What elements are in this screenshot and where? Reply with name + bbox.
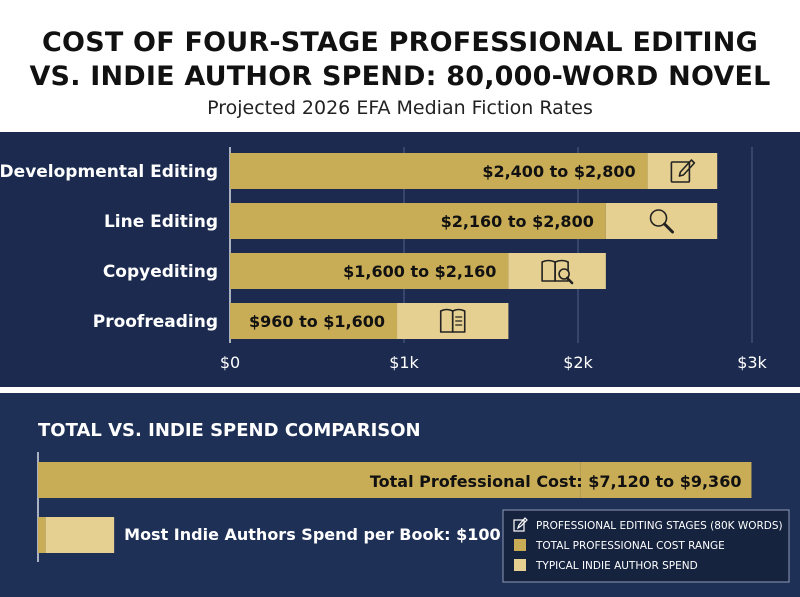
magnifier-icon bbox=[649, 209, 675, 234]
total-data-label: Total Professional Cost: $7,120 to $9,36… bbox=[370, 472, 742, 491]
title-line-2: VS. INDIE AUTHOR SPEND: 80,000-WORD NOVE… bbox=[29, 61, 771, 92]
chart-subtitle: Projected 2026 EFA Median Fiction Rates bbox=[207, 97, 593, 119]
book-search-icon bbox=[541, 259, 574, 285]
legend-box bbox=[502, 509, 790, 583]
book-search-icon-lens bbox=[558, 268, 570, 280]
x-tick-label: $0 bbox=[220, 353, 240, 372]
book-search-icon-handle bbox=[565, 276, 574, 285]
legend-label: TYPICAL INDIE AUTHOR SPEND bbox=[535, 560, 698, 572]
data-label: $2,160 to $2,800 bbox=[441, 212, 594, 231]
bar-professional bbox=[230, 203, 606, 239]
header: COST OF FOUR-STAGE PROFESSIONAL EDITING … bbox=[0, 0, 800, 132]
bar-professional bbox=[230, 253, 509, 289]
data-label: $960 to $1,600 bbox=[249, 312, 385, 331]
category-label: Proofreading bbox=[93, 312, 218, 332]
bar-range bbox=[605, 203, 718, 239]
legend-swatch bbox=[514, 559, 526, 571]
book-icon-page-right bbox=[451, 308, 466, 333]
legend-label: PROFESSIONAL EDITING STAGES (80K WORDS) bbox=[536, 520, 783, 532]
legend-edit-icon bbox=[513, 517, 528, 532]
bar-range bbox=[508, 253, 606, 289]
bar-total-professional bbox=[38, 462, 581, 498]
bar-indie-low bbox=[38, 517, 46, 553]
edit-icon-pen bbox=[678, 159, 696, 177]
comparison-title: TOTAL VS. INDIE SPEND COMPARISON bbox=[38, 420, 421, 441]
edit-icon-page bbox=[670, 161, 691, 183]
legend-label: TOTAL PROFESSIONAL COST RANGE bbox=[535, 540, 725, 552]
x-tick-label: $2k bbox=[563, 353, 593, 372]
bar-total-range bbox=[580, 462, 752, 498]
edit-icon bbox=[670, 159, 696, 183]
legend-edit-icon-pen bbox=[516, 517, 528, 530]
indie-data-label: Most Indie Authors Spend per Book: $100 … bbox=[124, 525, 575, 544]
category-label: Line Editing bbox=[104, 212, 218, 232]
data-label: $1,600 to $2,160 bbox=[343, 262, 496, 281]
legend-edit-icon-page bbox=[513, 519, 525, 532]
x-tick-label: $3k bbox=[737, 353, 767, 372]
chart-title: COST OF FOUR-STAGE PROFESSIONAL EDITING … bbox=[0, 26, 800, 94]
x-tick-label: $1k bbox=[389, 353, 419, 372]
magnifier-icon-lens bbox=[649, 209, 668, 227]
data-label: $2,400 to $2,800 bbox=[482, 162, 635, 181]
book-icon bbox=[439, 308, 466, 333]
bar-professional bbox=[230, 303, 398, 339]
bar-indie-range bbox=[45, 517, 115, 553]
title-line-1: COST OF FOUR-STAGE PROFESSIONAL EDITING bbox=[42, 27, 758, 58]
category-label: Developmental Editing bbox=[0, 162, 218, 182]
category-label: Copyediting bbox=[103, 262, 218, 282]
legend-swatch bbox=[514, 539, 526, 551]
magnifier-icon-handle bbox=[663, 222, 675, 234]
bar-professional bbox=[230, 153, 648, 189]
